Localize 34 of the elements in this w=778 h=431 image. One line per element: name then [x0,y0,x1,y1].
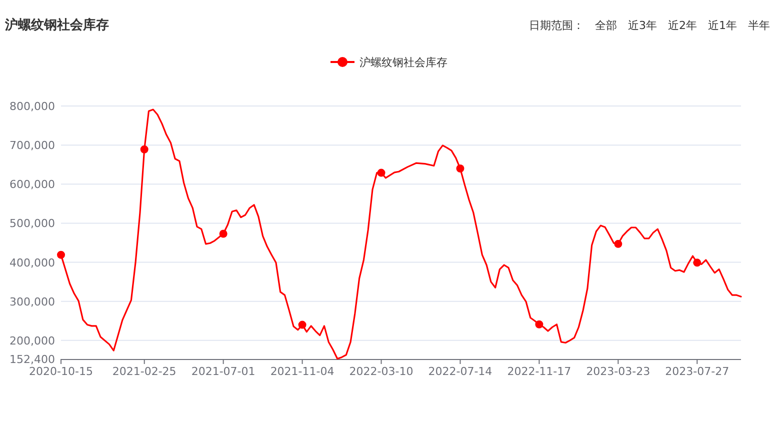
x-tick-label: 2022-03-10 [349,365,414,378]
y-tick-label: 500,000 [10,217,55,230]
legend-label: 沪螺纹钢社会库存 [360,56,448,69]
y-tick-label: 200,000 [10,334,55,348]
point [693,258,702,267]
x-tick-label: 2021-07-01 [191,365,256,378]
text: 半年 [748,19,770,32]
y-tick-label: 400,000 [10,256,55,270]
point [298,320,306,329]
x-tick-label: 2020-10-15 [29,365,93,378]
x-tick-label: 2022-11-17 [507,365,572,378]
text: 近1年 [708,19,737,32]
point [456,164,464,173]
y-tick-label: 800,000 [10,100,55,113]
x-tick-label: 2022-07-14 [428,365,492,378]
y-tick-label: 152,400 [10,353,55,366]
y-tick-label: 600,000 [10,178,55,192]
text: 日期范围： [529,19,584,32]
x-tick-label: 2023-03-23 [586,365,650,378]
point [219,230,228,238]
x-tick-label: 2021-02-25 [112,365,176,378]
text: 近3年 [628,19,657,32]
point [614,240,622,248]
text: 近2年 [668,19,697,32]
point [140,145,148,154]
point [535,320,544,328]
chart-title: 沪螺纹钢社会库存 [4,17,109,33]
y-tick-label: 700,000 [10,139,55,152]
point [377,168,386,177]
text: 全部 [595,19,617,32]
x-tick-label: 2021-11-04 [270,365,334,378]
point [57,250,65,259]
y-tick-label: 300,000 [10,295,55,308]
x-tick-label: 2023-07-27 [665,365,730,378]
